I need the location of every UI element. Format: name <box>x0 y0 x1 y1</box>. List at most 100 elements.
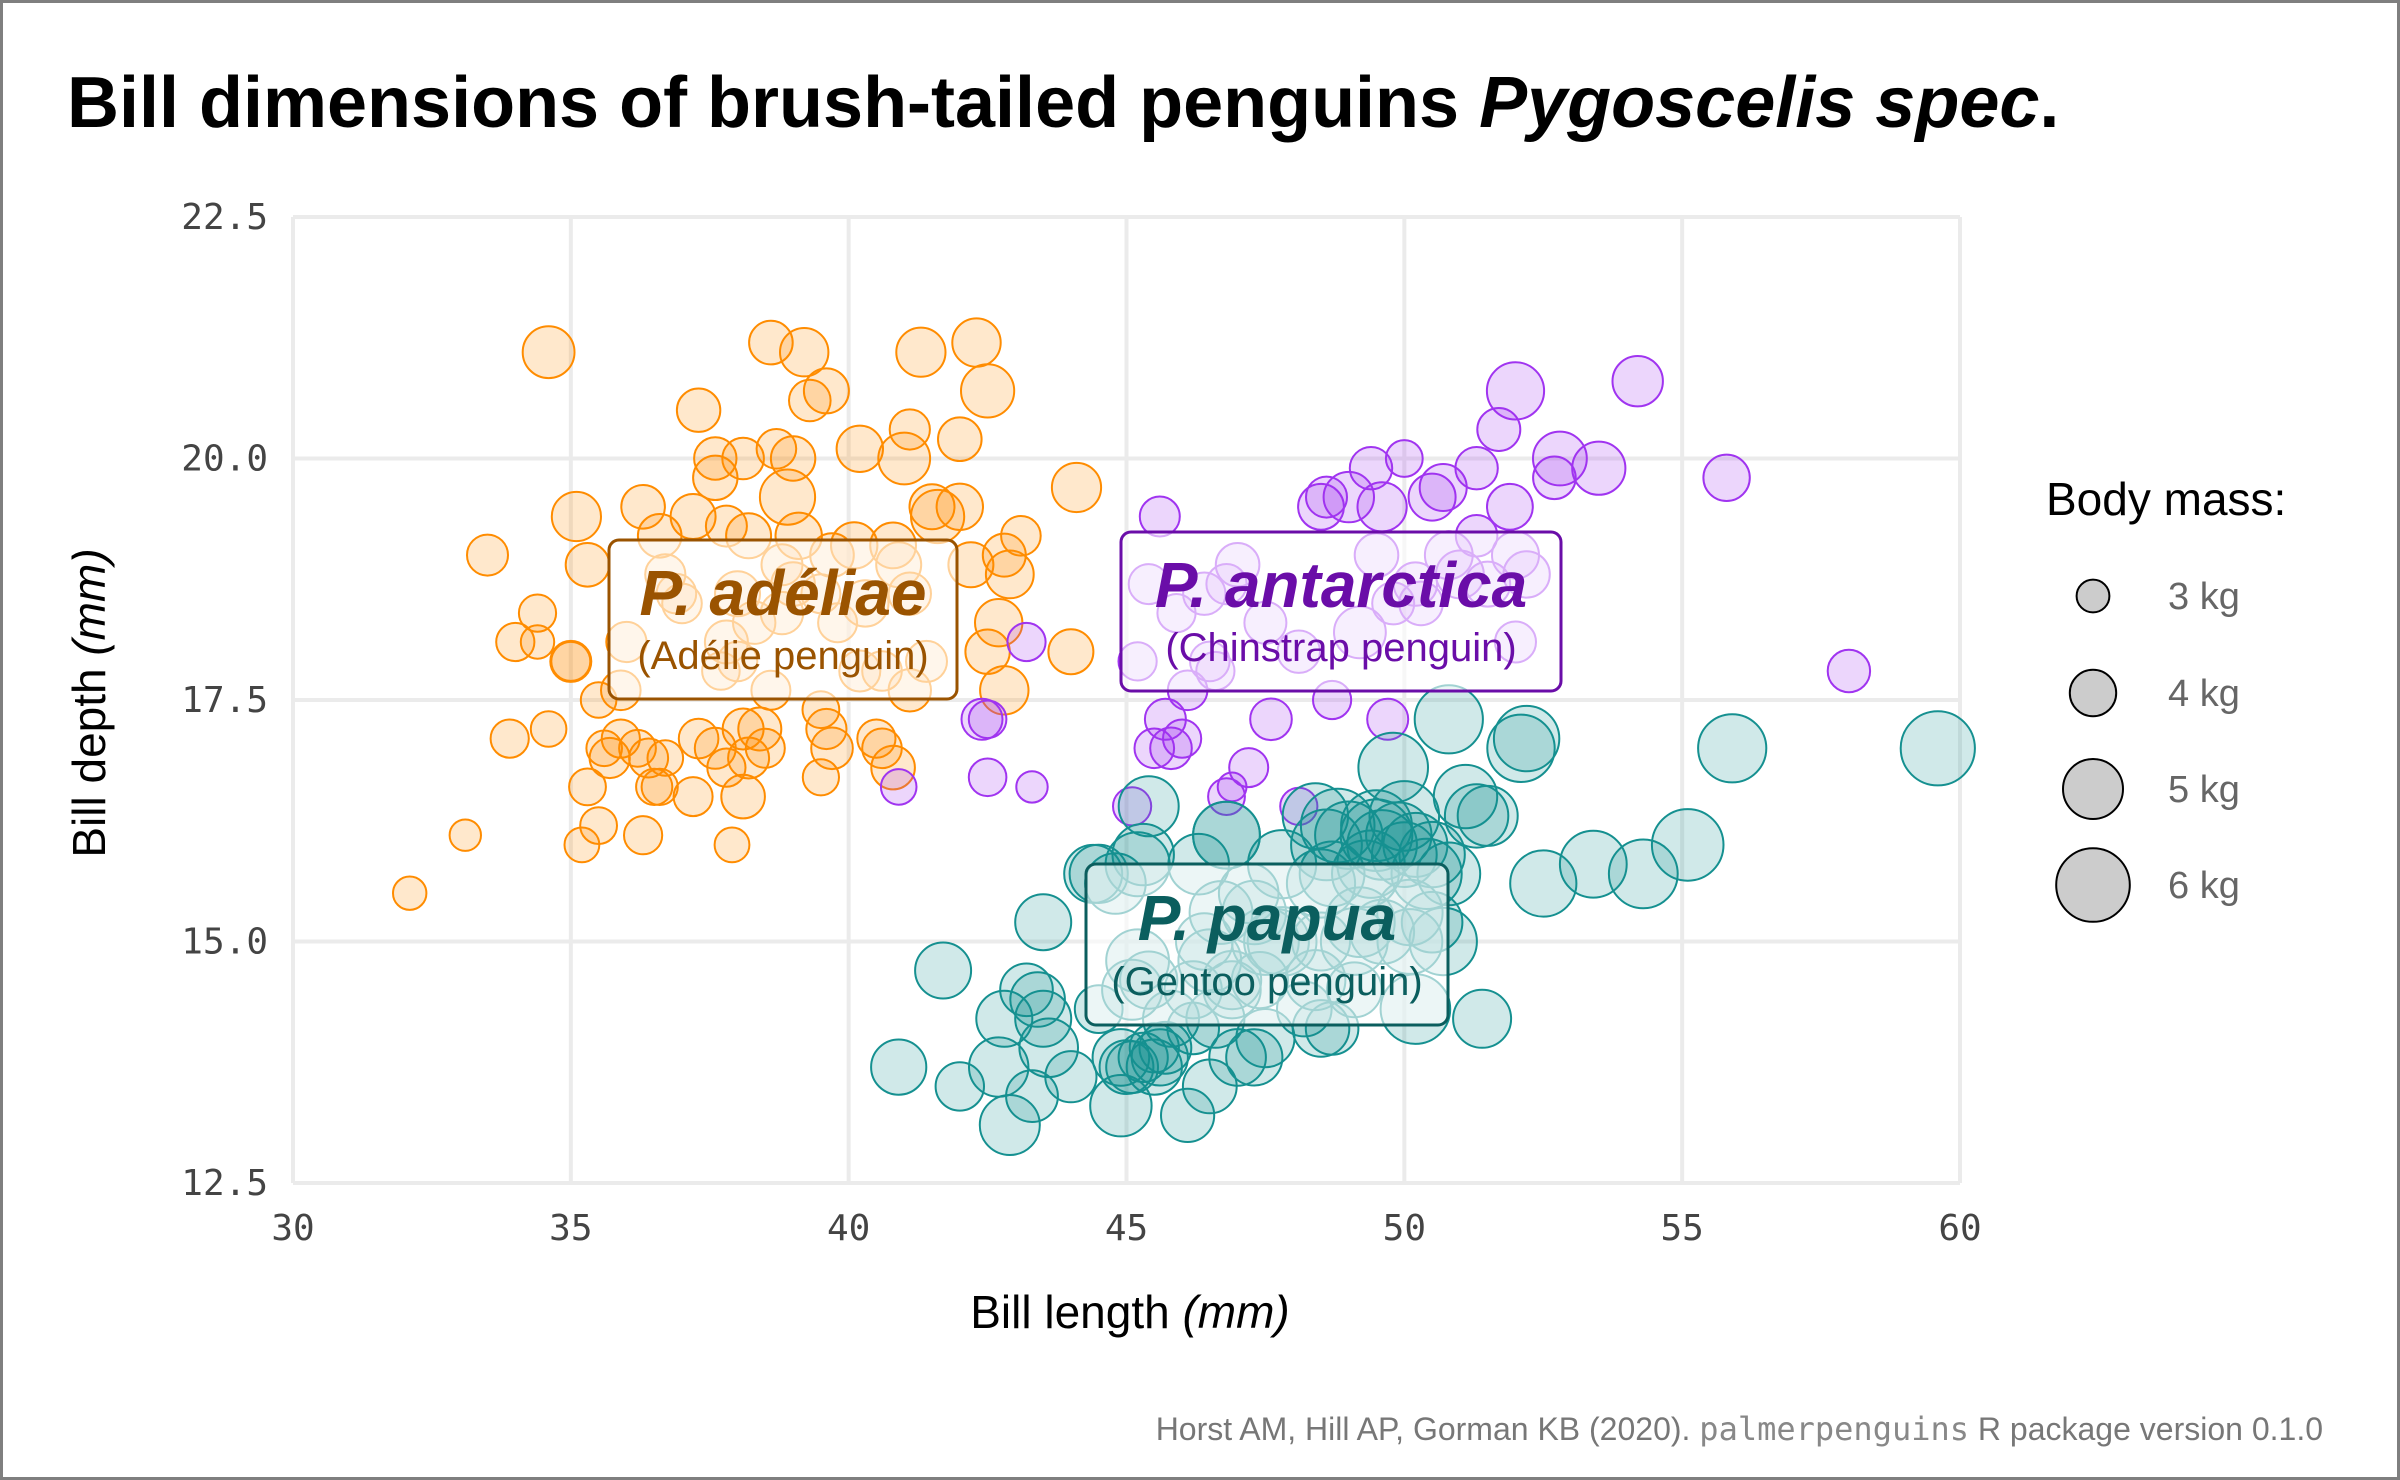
point-adelie-76 <box>585 729 624 768</box>
point-chinstrap-15 <box>1418 463 1468 512</box>
x-axis-label-unit: (mm) <box>1182 1286 1289 1338</box>
chart-title: Bill dimensions of brush-tailed penguins… <box>67 63 2059 143</box>
point-chinstrap-8 <box>1571 440 1627 496</box>
point-adelie-66 <box>529 710 568 748</box>
point-chinstrap-1 <box>1611 355 1664 408</box>
point-chinstrap-46 <box>1249 697 1293 742</box>
point-adelie-0 <box>521 325 576 380</box>
point-gentoo-13 <box>1368 780 1441 852</box>
point-chinstrap-48 <box>960 697 1004 741</box>
point-gentoo-2 <box>1650 808 1725 882</box>
point-adelie-41 <box>984 549 1035 600</box>
data-points <box>392 317 1976 1156</box>
point-adelie-6 <box>788 378 832 423</box>
point-chinstrap-50 <box>1366 697 1410 741</box>
point-gentoo-5 <box>1509 849 1578 918</box>
x-axis-ticks: 30 35 40 45 50 55 60 <box>271 1208 1981 1249</box>
point-adelie-81 <box>628 737 670 779</box>
point-gentoo-84 <box>1138 1020 1193 1075</box>
point-adelie-12 <box>835 424 884 473</box>
legend: Body mass: 3 kg 4 kg 5 kg 6 kg <box>2046 473 2286 923</box>
point-chinstrap-45 <box>1162 718 1203 759</box>
point-adelie-18 <box>758 468 817 526</box>
point-chinstrap-49 <box>1143 697 1187 741</box>
point-adelie-51 <box>519 624 556 660</box>
point-gentoo-8 <box>1443 783 1510 849</box>
point-adelie-10 <box>937 416 983 463</box>
point-gentoo-40 <box>975 989 1034 1048</box>
y-axis-ticks: 12.5 15.0 17.5 20.0 22.5 <box>181 197 268 1204</box>
point-adelie-46 <box>517 593 558 633</box>
point-chinstrap-43 <box>1133 727 1176 770</box>
label-adelie-common: (Adélie penguin) <box>637 634 928 678</box>
point-adelie-15 <box>721 436 765 481</box>
point-adelie-95 <box>392 875 428 911</box>
y-axis-label: Bill depth (mm) <box>63 548 115 857</box>
caption: Horst AM, Hill AP, Gorman KB (2020). pal… <box>1156 1410 2323 1448</box>
point-gentoo-97 <box>999 962 1054 1018</box>
point-chinstrap-57 <box>1207 777 1246 816</box>
y-axis-label-unit: (mm) <box>63 548 115 655</box>
point-adelie-17 <box>692 454 739 501</box>
point-adelie-35 <box>1000 515 1042 557</box>
point-adelie-7 <box>960 363 1016 419</box>
label-gentoo-name: P. papua <box>1138 882 1396 954</box>
chart-title-end: . <box>2039 63 2059 143</box>
point-gentoo-44 <box>934 1061 985 1112</box>
legend-label-1: 4 kg <box>2168 673 2240 715</box>
label-chinstrap: P. antarctica (Chinstrap penguin) <box>1119 530 1563 693</box>
x-tick-label-6: 60 <box>1938 1208 1981 1249</box>
point-adelie-79 <box>646 739 685 777</box>
caption-package: palmerpenguins <box>1699 1410 1969 1448</box>
point-gentoo-10 <box>1456 784 1519 847</box>
point-gentoo-96 <box>1225 1028 1284 1087</box>
point-adelie-3 <box>895 326 947 378</box>
label-chinstrap-common: (Chinstrap penguin) <box>1165 626 1516 670</box>
point-adelie-37 <box>564 542 611 588</box>
point-adelie-87 <box>720 773 766 820</box>
point-chinstrap-41 <box>1826 648 1872 694</box>
point-gentoo-88 <box>1192 800 1261 870</box>
point-gentoo-42 <box>978 1094 1041 1156</box>
label-adelie: P. adéliae (Adélie penguin) <box>607 538 959 701</box>
point-adelie-9 <box>888 408 931 451</box>
label-chinstrap-box <box>1119 530 1563 693</box>
point-adelie-8 <box>675 387 722 433</box>
point-adelie-69 <box>489 718 530 759</box>
point-gentoo-68 <box>1160 1087 1216 1144</box>
legend-key-2 <box>2062 758 2124 820</box>
point-adelie-22 <box>908 483 956 531</box>
legend-key-0 <box>2075 578 2111 614</box>
point-chinstrap-0 <box>1485 361 1546 421</box>
point-gentoo-0 <box>1899 710 1976 787</box>
point-adelie-88 <box>801 758 841 797</box>
point-adelie-32 <box>466 533 509 577</box>
point-adelie-4 <box>951 317 1002 368</box>
point-chinstrap-53 <box>967 757 1008 798</box>
chart-title-italic: Pygoscelis spec <box>1479 63 2039 143</box>
legend-label-2: 5 kg <box>2168 769 2240 811</box>
legend-items: 3 kg 4 kg 5 kg 6 kg <box>2055 576 2240 923</box>
point-chinstrap-40 <box>1006 621 1047 663</box>
point-adelie-91 <box>579 806 618 845</box>
point-gentoo-54 <box>1044 1050 1098 1104</box>
point-chinstrap-10 <box>1322 470 1376 524</box>
point-adelie-83 <box>727 736 771 780</box>
point-gentoo-46 <box>870 1038 928 1096</box>
point-gentoo-89 <box>1117 775 1180 838</box>
point-adelie-82 <box>706 747 747 788</box>
point-adelie-55 <box>1047 628 1095 676</box>
species-labels: P. adéliae (Adélie penguin) P. antarctic… <box>607 530 1563 1027</box>
point-chinstrap-55 <box>879 768 918 806</box>
label-gentoo-box <box>1084 862 1450 1027</box>
point-gentoo-7 <box>1492 704 1561 773</box>
point-adelie-13 <box>877 431 932 486</box>
point-gentoo-45 <box>914 941 973 1000</box>
x-tick-label-1: 35 <box>549 1208 592 1249</box>
point-gentoo-1 <box>1697 713 1768 784</box>
y-tick-label-1: 15.0 <box>181 922 268 963</box>
x-tick-label-0: 30 <box>271 1208 314 1249</box>
point-chinstrap-5 <box>1348 446 1394 491</box>
point-gentoo-26 <box>1452 988 1513 1049</box>
